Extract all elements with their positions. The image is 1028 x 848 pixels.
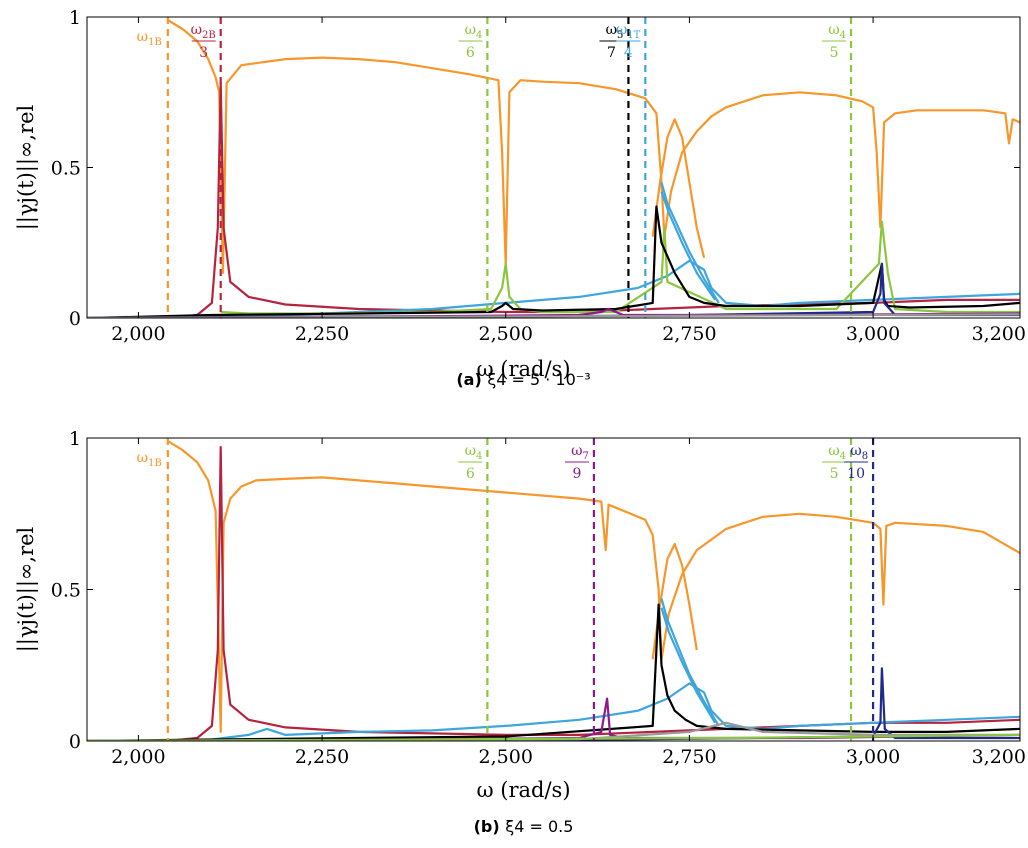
y-tick-label: 0 — [69, 731, 81, 753]
x-tick-label: 2,250 — [295, 746, 349, 768]
marker-label-den-3: 5 — [830, 466, 839, 482]
series-line-0 — [167, 19, 507, 274]
x-tick-label: 3,200 — [972, 323, 1026, 345]
x-tick-label: 2,500 — [479, 323, 533, 345]
series-line-2 — [663, 91, 882, 237]
x-axis-label: ω (rad/s) — [476, 357, 570, 381]
series-line-5 — [660, 598, 720, 727]
series-line-8 — [660, 191, 717, 301]
series-line-1 — [504, 79, 666, 264]
x-tick-label: 2,750 — [662, 323, 716, 345]
x-tick-label: 3,200 — [972, 746, 1026, 768]
marker-label-den-1: 6 — [466, 466, 475, 482]
marker-label-num-4: ω1T — [616, 22, 641, 41]
series-line-9 — [220, 220, 1020, 315]
marker-label-den-3: 7 — [607, 45, 616, 61]
series-line-11 — [87, 733, 1020, 741]
panel-caption: (b) ξ4 = 0.5 — [474, 817, 574, 836]
series-line-0 — [167, 440, 663, 733]
marker-label-num-1: ω2B — [191, 22, 216, 41]
x-axis-label: ω (rad/s) — [476, 778, 570, 802]
series-line-7 — [87, 603, 1020, 741]
marker-label-den-2: 9 — [572, 466, 581, 482]
marker-label-num-2: ω4 — [465, 22, 483, 41]
y-tick-label: 1 — [69, 428, 81, 450]
marker-label-den-5: 5 — [830, 45, 839, 61]
series-line-13 — [87, 313, 1020, 318]
marker-label-0: ω1B — [137, 29, 162, 48]
series-line-1 — [660, 512, 1020, 660]
x-tick-label: 2,000 — [111, 746, 165, 768]
x-tick-label: 2,250 — [295, 323, 349, 345]
marker-label-num-1: ω4 — [465, 443, 483, 462]
series-line-4 — [211, 682, 1020, 741]
y-tick-label: 0.5 — [51, 580, 81, 602]
marker-label-den-2: 6 — [466, 45, 475, 61]
panel-caption: (a) ξ4 = 5 · 10⁻³ — [456, 370, 590, 389]
y-tick-label: 0 — [69, 308, 81, 330]
y-axis-label: ||γj(t)||∞,rel — [14, 526, 39, 652]
marker-label-den-4: 4 — [624, 45, 633, 61]
series-line-2 — [651, 542, 698, 660]
y-tick-label: 1 — [69, 7, 81, 29]
series-group — [87, 440, 1020, 741]
series-group — [87, 19, 1020, 318]
marker-label-num-3: ω4 — [828, 443, 846, 462]
x-tick-label: 2,500 — [479, 746, 533, 768]
series-line-3 — [879, 109, 1020, 228]
marker-label-num-2: ω7 — [571, 443, 589, 462]
marker-label-num-3: ω5 — [606, 22, 624, 41]
marker-label-0: ω1B — [137, 450, 162, 469]
x-tick-label: 2,000 — [111, 323, 165, 345]
marker-label-num-4: ω8 — [850, 443, 868, 462]
x-tick-label: 2,750 — [662, 746, 716, 768]
series-line-6 — [660, 607, 717, 724]
series-line-4 — [651, 118, 706, 259]
marker-label-den-1: 3 — [199, 45, 208, 61]
y-tick-label: 0.5 — [51, 158, 81, 180]
x-tick-label: 3,000 — [846, 746, 900, 768]
y-axis-label: ||γj(t)||∞,rel — [14, 104, 39, 230]
series-line-6 — [211, 259, 1020, 318]
x-tick-label: 3,000 — [846, 323, 900, 345]
series-line-7 — [660, 182, 720, 304]
marker-label-den-4: 10 — [847, 466, 865, 482]
series-line-5 — [167, 82, 1020, 318]
marker-label-num-5: ω4 — [828, 22, 846, 41]
